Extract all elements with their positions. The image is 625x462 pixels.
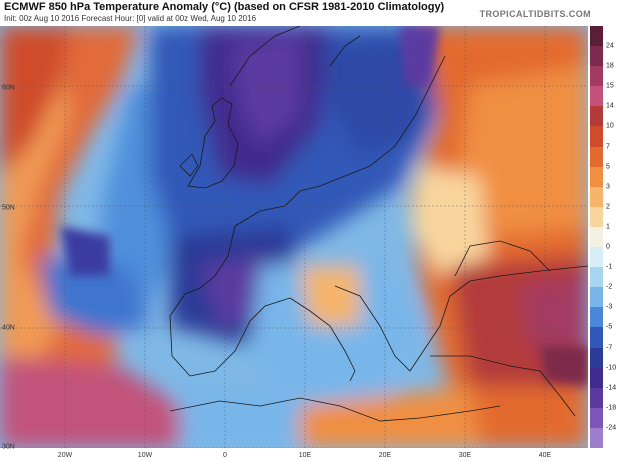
lat-label: 30N (2, 443, 15, 451)
colorbar-label: -5 (606, 323, 613, 331)
temperature-anomaly-map (0, 26, 588, 448)
colorbar-segment (590, 427, 603, 449)
colorbar-label: -18 (606, 404, 617, 412)
colorbar-segment (590, 407, 603, 429)
colorbar-label: 10 (606, 122, 614, 130)
colorbar-segment (590, 327, 603, 349)
colorbar-segment (590, 347, 603, 369)
colorbar-segment (590, 166, 603, 188)
colorbar-label: 0 (606, 243, 610, 251)
colorbar-label: 1 (606, 223, 610, 231)
lon-label: 10W (137, 452, 153, 459)
colorbar-label: 5 (606, 163, 610, 171)
colorbar-label: 18 (606, 62, 614, 70)
colorbar-label: -2 (606, 283, 613, 291)
map-header: ECMWF 850 hPa Temperature Anomaly (°C) (… (0, 0, 625, 26)
colorbar-segment (590, 26, 603, 47)
colorbar-segment (590, 367, 603, 389)
colorbar-segment (590, 287, 603, 308)
colorbar-legend: 24 18 15 14 10 7 5 3 2 1 0 -1 -2 -3 -5 -7 -10 -14 -18 -24 (590, 26, 625, 449)
lon-label: 20W (57, 452, 73, 459)
colorbar-segment (590, 247, 603, 268)
lon-label: 30E (458, 452, 472, 459)
colorbar-label: 2 (606, 203, 610, 211)
colorbar-label: 7 (606, 143, 610, 151)
lon-label: 10E (298, 452, 312, 459)
colorbar-segment (590, 146, 603, 168)
colorbar-label: -14 (606, 384, 617, 392)
colorbar-segment (590, 226, 603, 248)
colorbar-segment (590, 86, 603, 107)
colorbar-segment (590, 387, 603, 409)
lat-label: 40N (2, 324, 15, 332)
colorbar-label: -24 (606, 424, 617, 432)
colorbar-segment (590, 206, 603, 228)
colorbar-segment (590, 126, 603, 148)
lat-label: 60N (2, 84, 15, 92)
colorbar-segment (590, 46, 603, 67)
lat-label: 50N (2, 204, 15, 212)
colorbar-label: 3 (606, 183, 610, 191)
colorbar-label: -10 (606, 364, 617, 372)
colorbar-label: 14 (606, 102, 614, 110)
graticule (0, 26, 588, 448)
colorbar-segment (590, 267, 603, 288)
brand-watermark: TROPICALTIDBITS.COM (479, 9, 591, 19)
map-title: ECMWF 850 hPa Temperature Anomaly (°C) (… (4, 1, 445, 13)
lon-label: 20E (378, 452, 392, 459)
coastlines (169, 26, 588, 422)
map-canvas (0, 26, 588, 448)
colorbar-label: -3 (606, 303, 613, 311)
colorbar-segment (590, 186, 603, 208)
anomaly-field-detail (60, 26, 588, 386)
colorbar-label: -1 (606, 263, 613, 271)
colorbar-label: 15 (606, 82, 614, 90)
colorbar-label: 24 (606, 42, 614, 50)
lon-label: 0 (223, 452, 227, 459)
colorbar-segment (590, 66, 603, 87)
colorbar-segment (590, 307, 603, 328)
colorbar-label: -7 (606, 344, 613, 352)
colorbar-segment (590, 106, 603, 127)
lon-label: 40E (538, 452, 552, 459)
forecast-info: Init: 00z Aug 10 2016 Forecast Hour: [0]… (4, 14, 257, 23)
